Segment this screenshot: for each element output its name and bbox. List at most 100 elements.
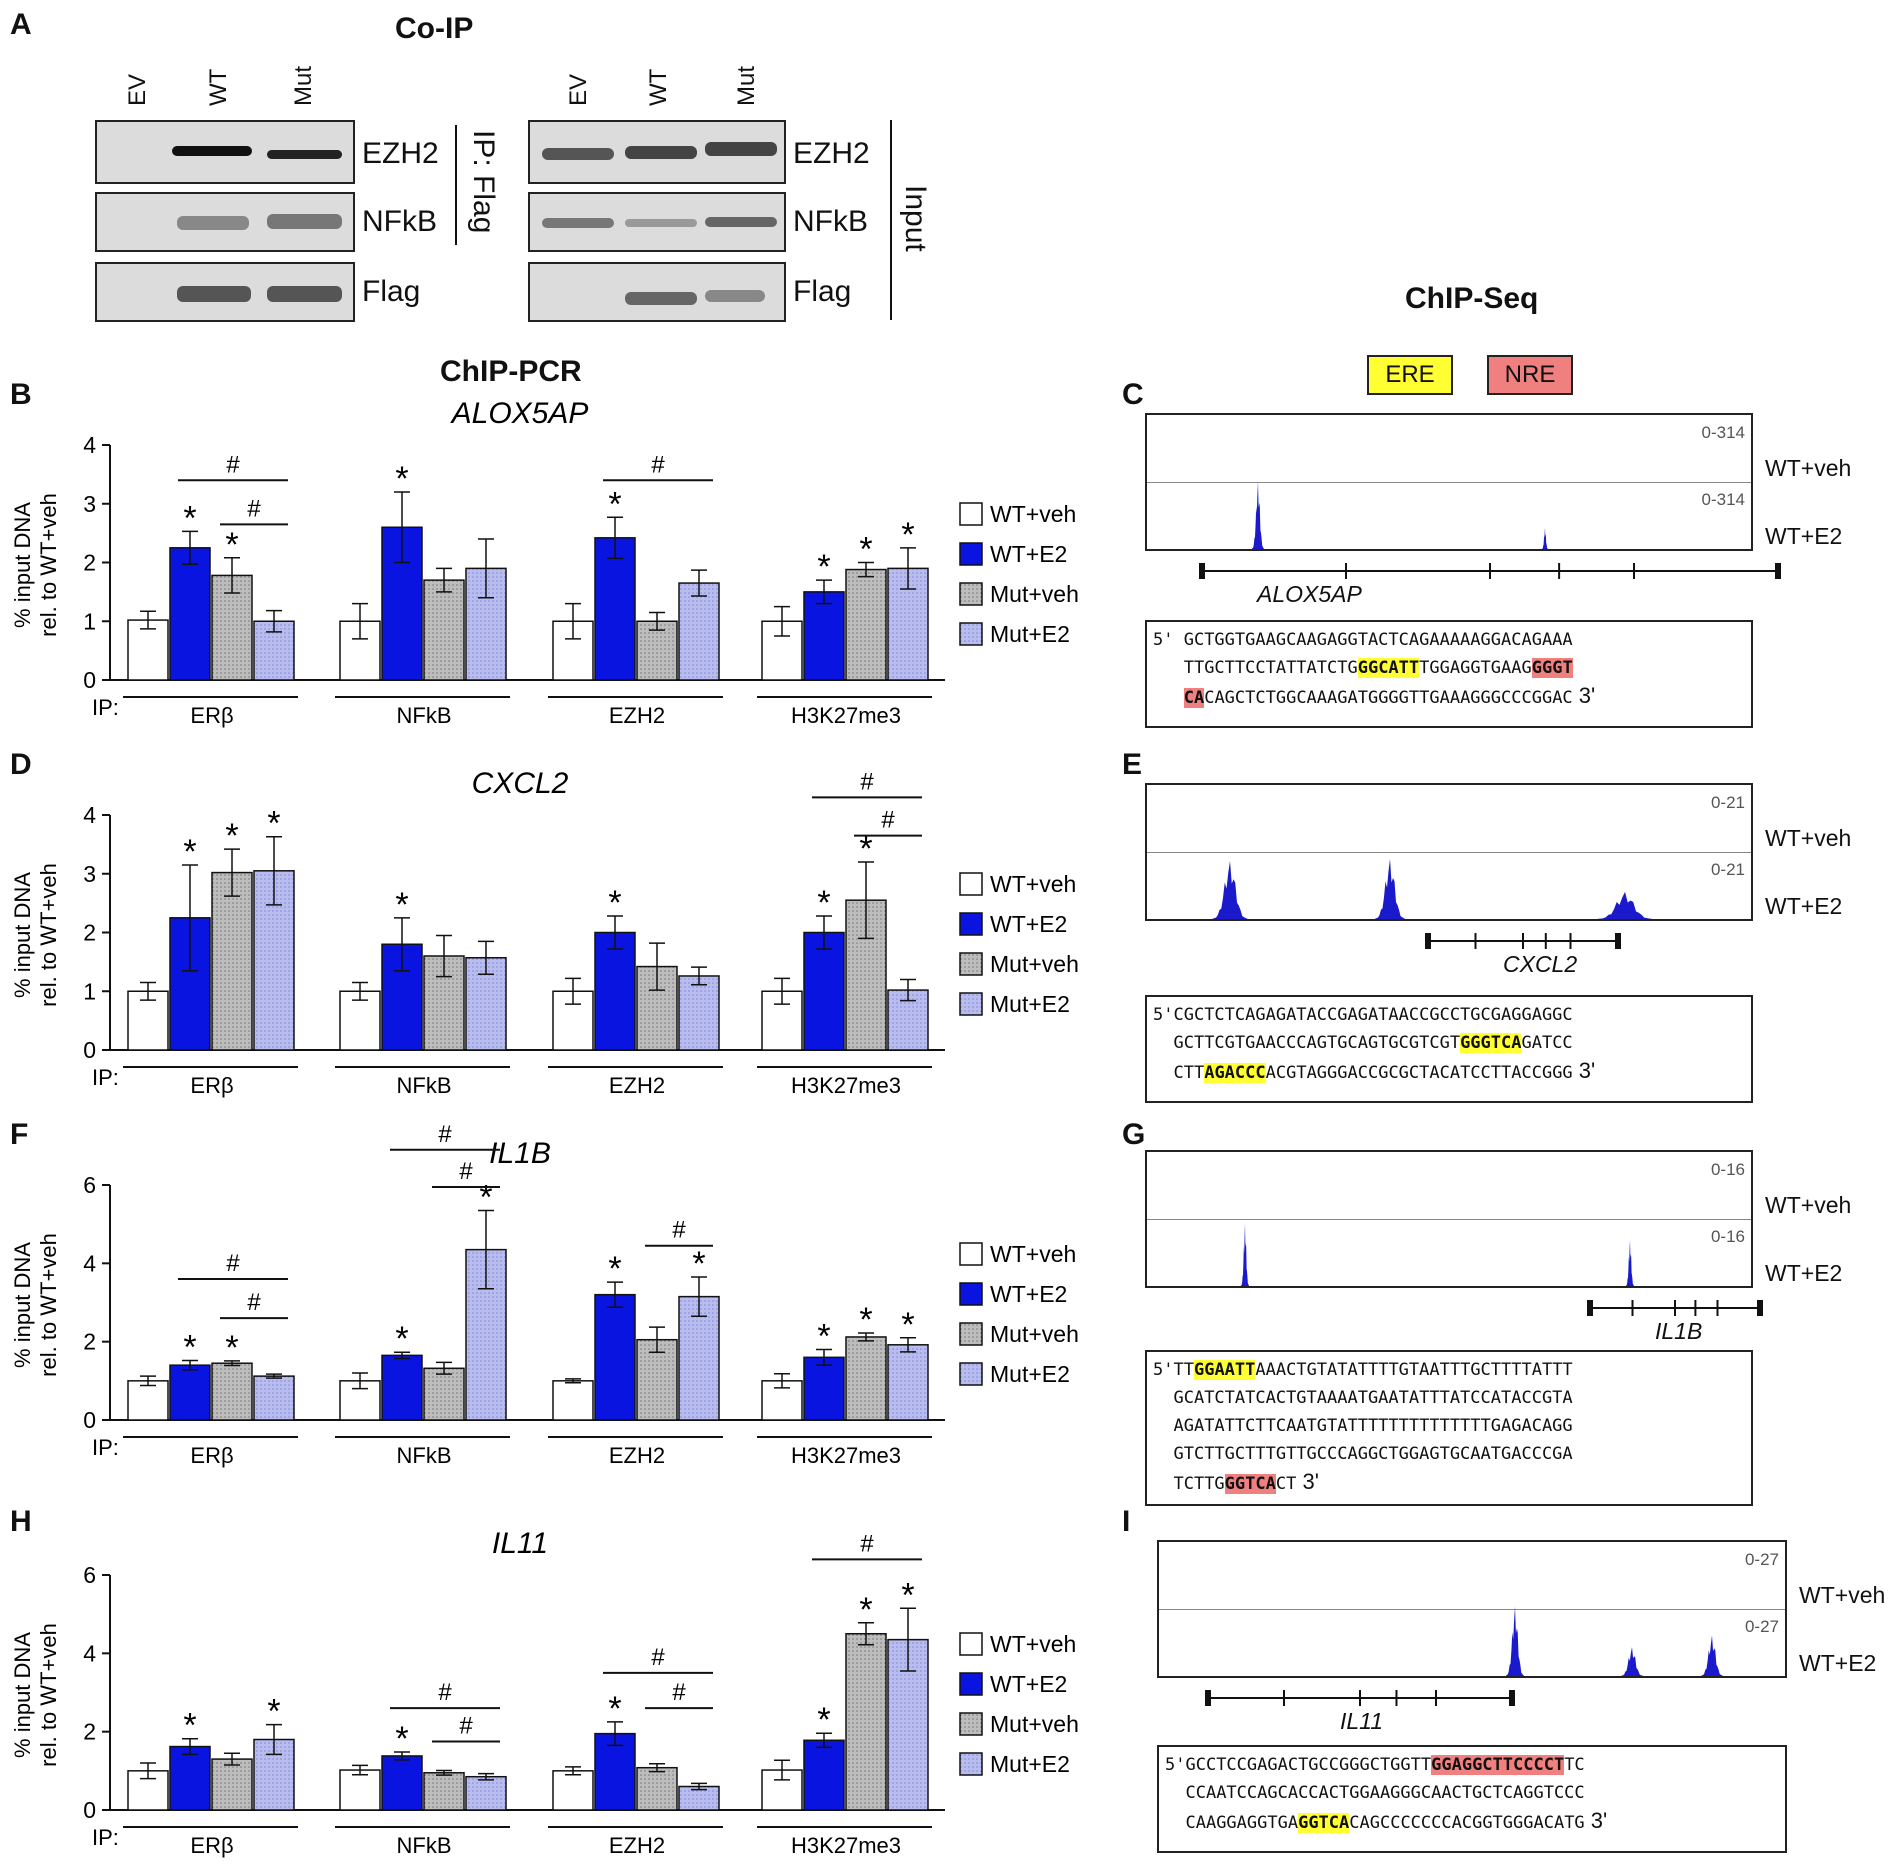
- panel-letter-f: F: [10, 1118, 29, 1151]
- y-tick-label: 0: [83, 1407, 96, 1433]
- error-bar: [858, 861, 874, 940]
- error-bar: [900, 547, 916, 590]
- chipseq-title: ChIP-Seq: [1405, 282, 1539, 315]
- error-bar: [352, 602, 368, 640]
- error-bar: [224, 1752, 240, 1766]
- nre-key: NRE: [1487, 355, 1573, 395]
- y-tick-label: 2: [83, 1719, 96, 1745]
- significance-hash: #: [860, 768, 874, 795]
- y-tick-label: 1: [83, 608, 96, 634]
- sequence-text: AAACTGTATATTTTGTAATTTGCTTTTATTT: [1255, 1360, 1573, 1380]
- exon-block: [1775, 563, 1781, 579]
- sequence-line: CAAGGAGGTGAGGTCACAGCCCCCCCACGGTGGGACATG …: [1165, 1807, 1779, 1837]
- sequence-text: CGCTCTCAGAGATACCGAGATAACCGCCTGCGAGGAGGC: [1173, 1005, 1573, 1025]
- significance-hash: #: [860, 1530, 874, 1557]
- error-bar: [858, 1332, 874, 1342]
- category-label: ERβ: [190, 1073, 233, 1098]
- track-label-wt-veh: WT+veh: [1765, 1192, 1852, 1218]
- error-bar: [352, 981, 368, 1001]
- bar: [887, 1344, 929, 1421]
- track-label-wt-veh: WT+veh: [1799, 1582, 1886, 1608]
- panel-letter-i: I: [1122, 1505, 1131, 1538]
- significance-star: *: [817, 548, 830, 586]
- bar: [887, 567, 929, 681]
- track-divider: [1147, 1219, 1751, 1220]
- signal-track: 0-21 0-21: [1145, 783, 1753, 921]
- y-tick-label: 0: [83, 1797, 96, 1823]
- bar: [169, 1745, 211, 1811]
- input-label: Input: [899, 185, 932, 252]
- bar: [803, 1739, 845, 1811]
- bar: [339, 1769, 381, 1811]
- bar: [636, 1766, 678, 1811]
- y-tick-label: 2: [83, 920, 96, 946]
- significance-hash: #: [438, 1121, 452, 1148]
- exon-block: [1435, 1690, 1437, 1706]
- error-bar: [691, 1782, 707, 1791]
- sequence-line: 5'TTGGAATTAAACTGTATATTTTGTAATTTGCTTTTATT…: [1153, 1356, 1745, 1384]
- sequence-line: AGATATTCTTCAATGTATTTTTTTTTTTTTTGAGACAGG: [1153, 1412, 1745, 1440]
- bar: [552, 1770, 594, 1811]
- error-bar: [224, 848, 240, 897]
- error-bar: [182, 1737, 198, 1756]
- nre-motif: CA: [1183, 688, 1205, 708]
- sequence-text: 3': [1572, 683, 1596, 708]
- peak-and-gene-model: [1241, 1223, 1763, 1316]
- track-range-label: 0-21: [1710, 860, 1745, 879]
- error-bar: [649, 611, 665, 631]
- lane-ev-input: EV: [565, 73, 592, 106]
- chip-peak: [1241, 1223, 1249, 1286]
- error-bar: [816, 579, 832, 605]
- error-bar: [182, 864, 198, 972]
- sequence-line: GTCTTGCTTTGTTGCCCAGGCTGGAGTGCAATGACCCGA: [1153, 1440, 1745, 1468]
- sequence-text: GATCC: [1521, 1033, 1573, 1053]
- error-bar: [394, 917, 410, 972]
- sequence-text: CTT: [1173, 1063, 1205, 1083]
- significance-star: *: [859, 1591, 872, 1629]
- significance-star: *: [267, 1693, 280, 1731]
- category-label: ERβ: [190, 703, 233, 728]
- y-tick-label: 4: [83, 1250, 96, 1276]
- ip-flag-label: IP: Flag: [467, 130, 500, 234]
- significance-hash: #: [459, 1158, 473, 1185]
- error-bar: [565, 1378, 581, 1384]
- significance-star: *: [859, 531, 872, 569]
- lane-ev-ip: EV: [124, 73, 151, 106]
- exon-block: [1425, 933, 1431, 949]
- bar: [211, 1758, 253, 1811]
- bar: [381, 1755, 423, 1811]
- significance-star: *: [395, 886, 408, 924]
- legend-label: Mut+veh: [990, 1321, 1079, 1347]
- chart-alox5ap: ALOX5AP 0 1 2 3 4 % input DNA rel. to WT+veh IP:…: [10, 397, 1079, 728]
- sequence-text: GTCTTGCTTTGTTGCCCAGGCTGGAGTGCAATGACCCGA: [1173, 1444, 1573, 1464]
- significance-hash: #: [459, 1712, 473, 1739]
- bar: [127, 619, 169, 681]
- legend-label: WT+E2: [990, 541, 1067, 567]
- error-bar: [900, 1337, 916, 1353]
- significance-star: *: [395, 460, 408, 498]
- input-blot-nfkb: [528, 192, 786, 252]
- sequence-text: GCATCTATCACTGTAAAATGAATATTTATCCATACCGTA: [1173, 1388, 1573, 1408]
- significance-star: *: [183, 1328, 196, 1366]
- error-bar: [352, 1372, 368, 1390]
- sequence-text: [1153, 688, 1184, 708]
- ip-label-flag: Flag: [362, 275, 421, 308]
- bar: [803, 1356, 845, 1421]
- sequence-text: [1153, 1388, 1173, 1408]
- legend-label: WT+veh: [990, 1241, 1076, 1267]
- error-bar: [436, 1769, 452, 1776]
- gene-label: CXCL2: [1503, 951, 1578, 977]
- ip-label-nfkb: NFkB: [362, 205, 437, 238]
- category-label: NFkB: [397, 703, 452, 728]
- sequence-line: 5'CGCTCTCAGAGATACCGAGATAACCGCCTGCGAGGAGG…: [1153, 1001, 1745, 1029]
- sequence-text: TGGAGGTGAAG: [1419, 658, 1532, 678]
- exon-block: [1199, 563, 1205, 579]
- nre-motif: GGTCA: [1224, 1474, 1276, 1494]
- sequence-box: 5'TTGGAATTAAACTGTATATTTTGTAATTTGCTTTTATT…: [1145, 1350, 1753, 1506]
- lane-mut-input: Mut: [733, 65, 760, 106]
- category-label: NFkB: [397, 1073, 452, 1098]
- y-axis-label-1: % input DNA: [10, 502, 35, 628]
- exon-block: [1558, 563, 1561, 579]
- sequence-text: TT: [1173, 1360, 1194, 1380]
- sequence-text: 3': [1584, 1808, 1608, 1833]
